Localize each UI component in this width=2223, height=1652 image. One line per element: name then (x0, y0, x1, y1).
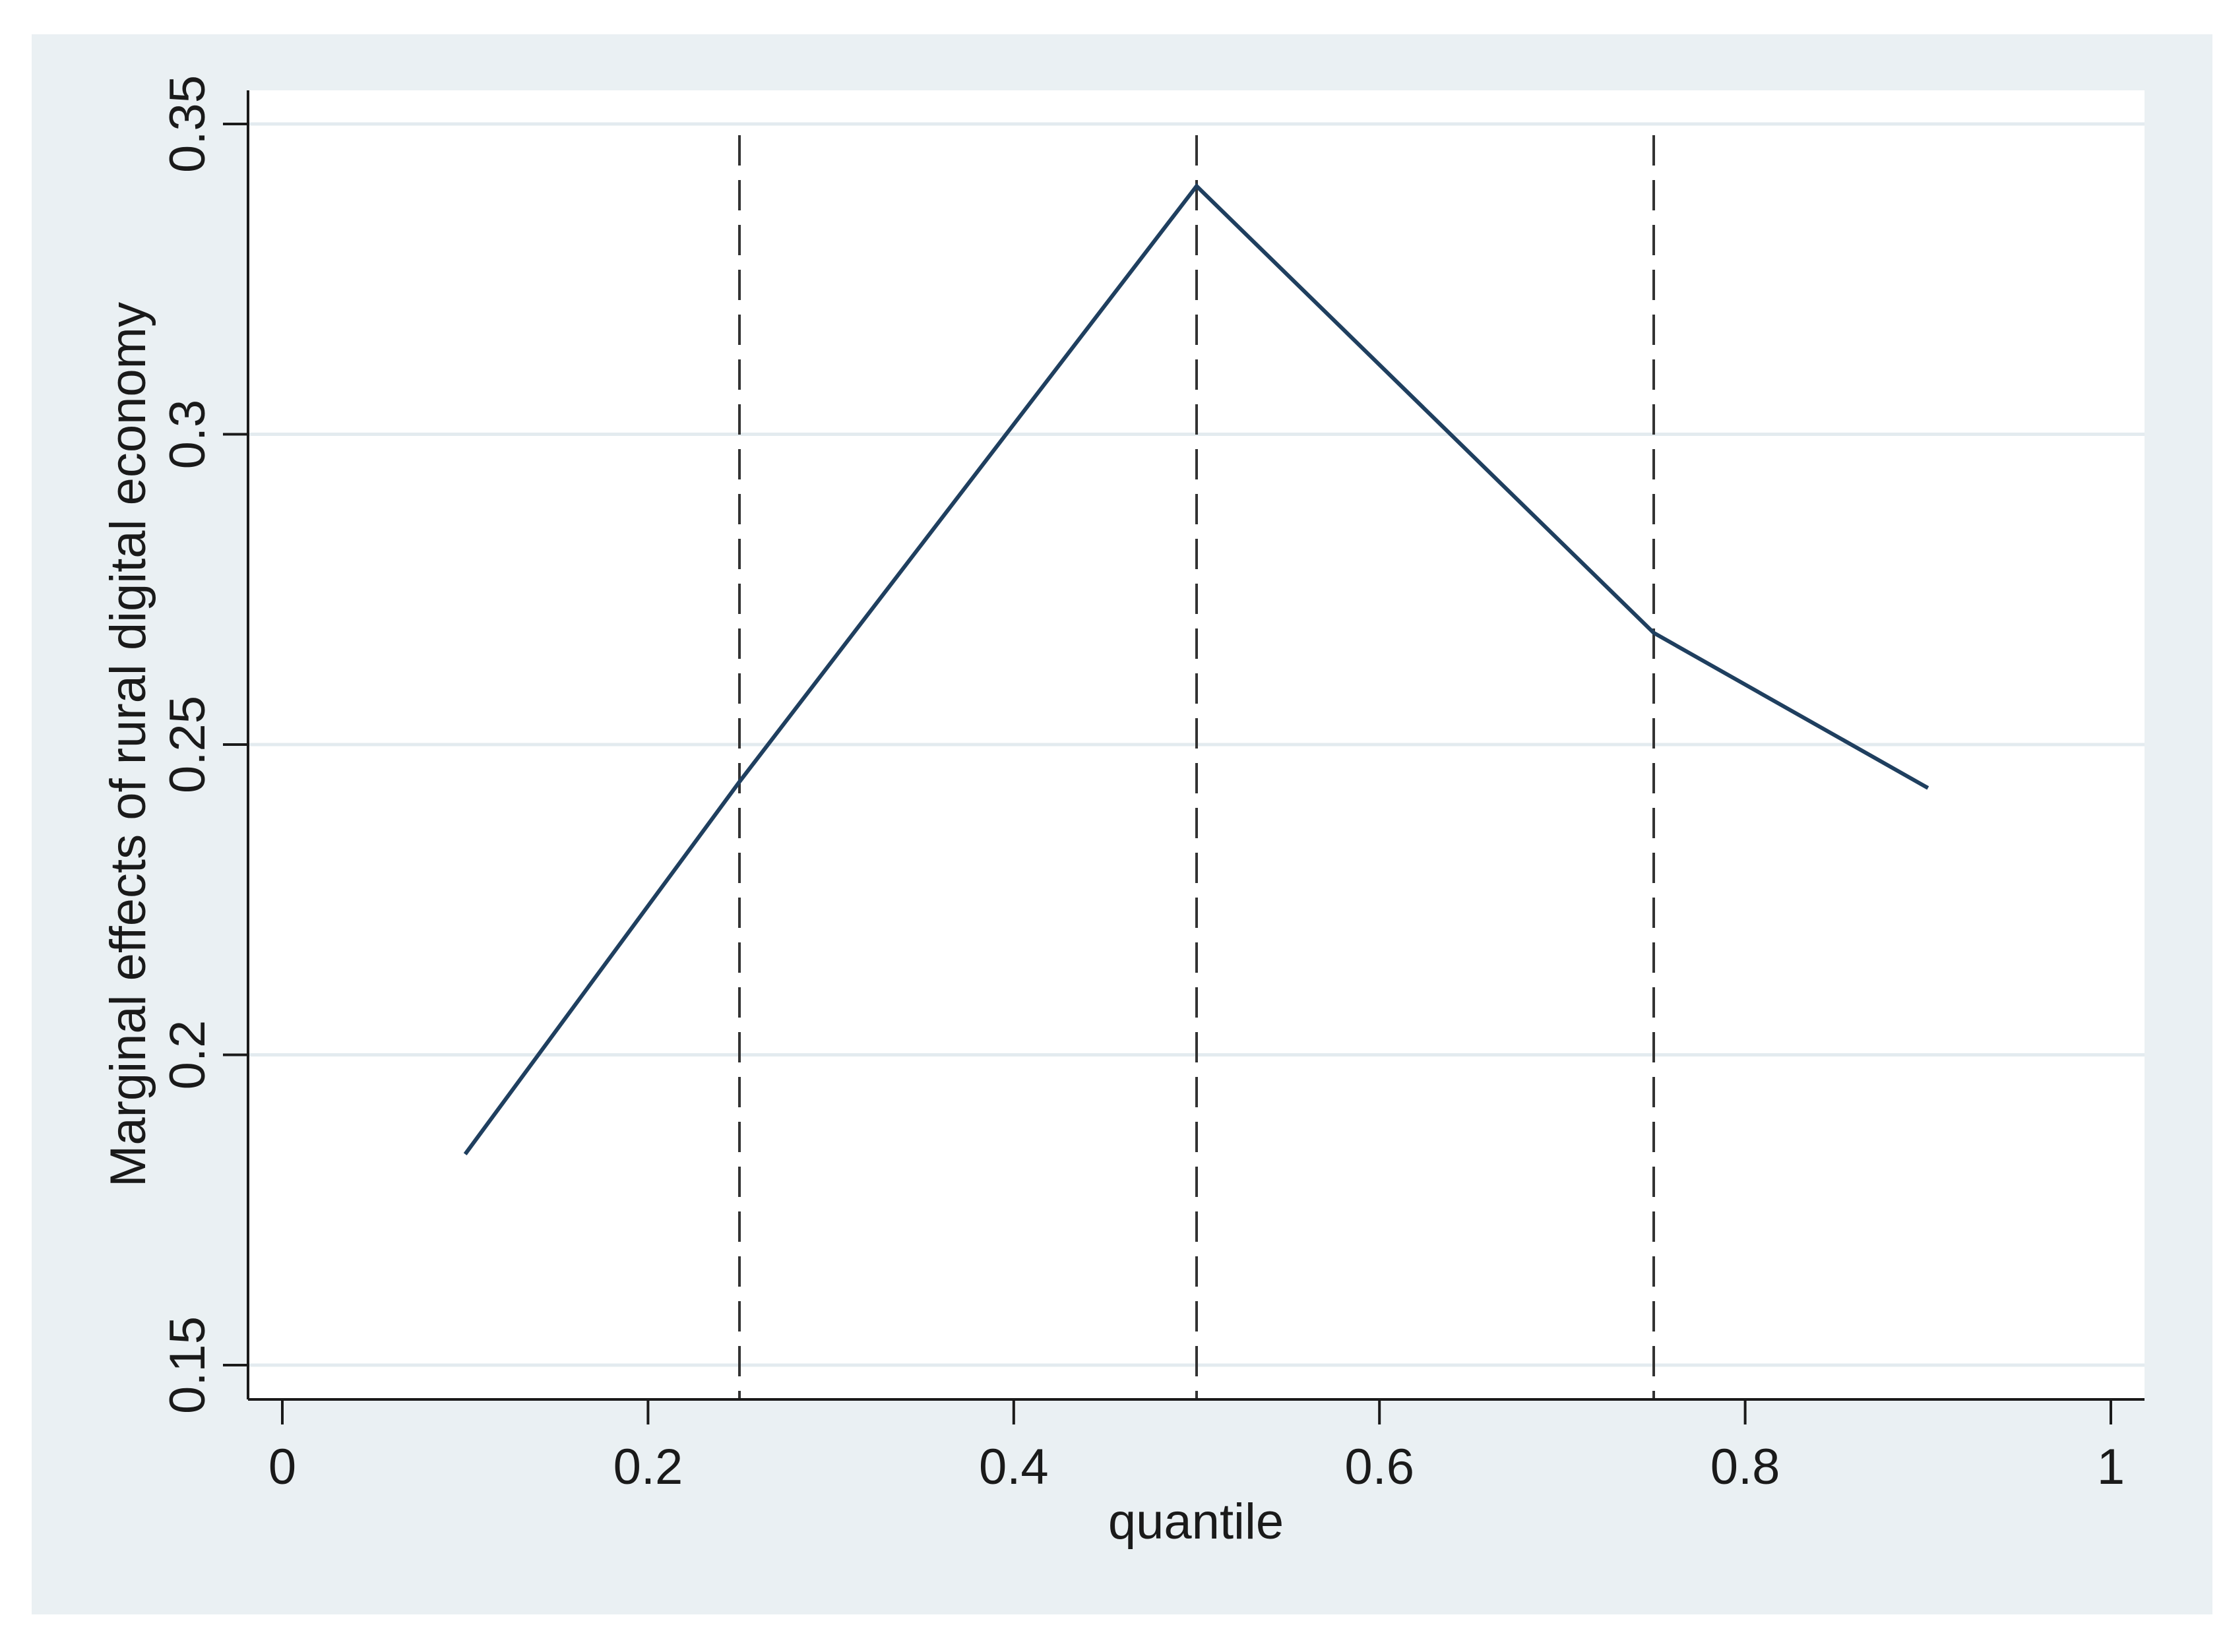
x-tick-label: 0.2 (613, 1439, 683, 1495)
x-tick-label: 0.8 (1710, 1439, 1780, 1495)
x-tick-label: 0.4 (979, 1439, 1049, 1495)
x-axis-title: quantile (1108, 1494, 1284, 1550)
y-tick-label: 0.3 (160, 400, 216, 470)
y-tick-label: 0.35 (160, 75, 216, 173)
x-tick-label: 0 (268, 1439, 296, 1495)
y-tick-label: 0.15 (160, 1316, 216, 1414)
x-tick-label: 0.6 (1344, 1439, 1414, 1495)
y-tick-label: 0.2 (160, 1020, 216, 1090)
x-tick-label: 1 (2097, 1439, 2125, 1495)
y-axis-title: Marginal effects of rural digital econom… (100, 302, 156, 1187)
y-tick-label: 0.25 (160, 696, 216, 793)
